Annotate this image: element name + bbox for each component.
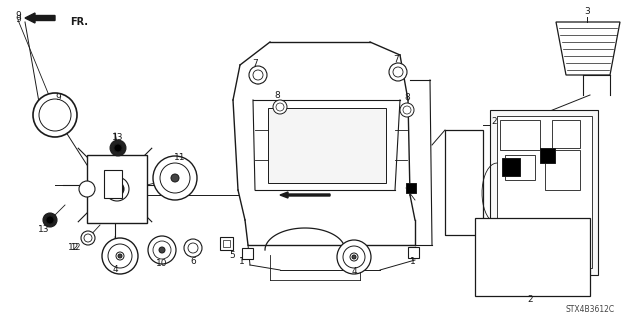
Text: 13: 13 (38, 226, 50, 234)
Text: 1: 1 (239, 257, 245, 266)
Bar (223, 240, 230, 247)
Text: 7: 7 (393, 56, 399, 64)
Text: 6: 6 (190, 257, 196, 266)
Circle shape (33, 93, 77, 137)
Bar (502, 158, 520, 176)
Circle shape (108, 244, 132, 268)
Text: 8: 8 (404, 93, 410, 102)
Circle shape (46, 216, 54, 224)
Circle shape (171, 174, 179, 182)
Text: 4: 4 (351, 268, 357, 277)
Text: 12: 12 (70, 243, 80, 253)
Circle shape (273, 100, 287, 114)
Text: 3: 3 (584, 8, 590, 17)
Circle shape (118, 254, 122, 258)
Circle shape (350, 253, 358, 261)
Circle shape (389, 63, 407, 81)
Text: STX4B3612C: STX4B3612C (565, 306, 614, 315)
Bar (505, 155, 535, 180)
Circle shape (39, 99, 71, 131)
Bar (242, 248, 253, 259)
Circle shape (84, 234, 92, 242)
Text: 4: 4 (112, 265, 118, 275)
Bar (87, 155, 147, 223)
Circle shape (153, 241, 171, 259)
Text: 10: 10 (156, 258, 168, 268)
Circle shape (160, 163, 190, 193)
Circle shape (400, 103, 414, 117)
Text: 12: 12 (68, 243, 80, 253)
Circle shape (148, 236, 176, 264)
Text: 9: 9 (55, 93, 61, 101)
Bar (104, 170, 122, 198)
Circle shape (110, 182, 124, 196)
Circle shape (337, 240, 371, 274)
Bar (545, 150, 580, 190)
Bar (552, 120, 580, 148)
FancyArrow shape (280, 192, 330, 198)
Bar (540, 148, 555, 163)
Text: 5: 5 (229, 250, 235, 259)
Bar (268, 108, 386, 183)
Text: 2: 2 (491, 117, 497, 127)
FancyArrow shape (25, 13, 55, 23)
Circle shape (188, 243, 198, 253)
Text: 9: 9 (15, 16, 21, 25)
Circle shape (159, 247, 165, 253)
Circle shape (403, 106, 411, 114)
Bar (497, 116, 592, 268)
Bar (500, 120, 540, 150)
Circle shape (276, 103, 284, 111)
Circle shape (43, 213, 57, 227)
Circle shape (153, 156, 197, 200)
Circle shape (249, 66, 267, 84)
Bar (490, 110, 598, 275)
Bar (220, 237, 233, 250)
Text: 2: 2 (527, 295, 533, 305)
Bar (445, 130, 483, 235)
Bar (475, 218, 590, 296)
Text: 8: 8 (274, 92, 280, 100)
Text: 7: 7 (252, 58, 258, 68)
Polygon shape (556, 22, 620, 75)
Circle shape (343, 246, 365, 268)
Text: 11: 11 (174, 152, 186, 161)
Bar (406, 183, 416, 193)
Circle shape (105, 177, 129, 201)
Circle shape (184, 239, 202, 257)
Circle shape (393, 67, 403, 77)
Circle shape (102, 238, 138, 274)
Circle shape (114, 144, 122, 152)
Text: FR.: FR. (70, 17, 88, 27)
Circle shape (253, 70, 263, 80)
Circle shape (81, 231, 95, 245)
Circle shape (352, 255, 356, 259)
Bar (408, 247, 419, 258)
Circle shape (79, 181, 95, 197)
Text: 9: 9 (15, 11, 21, 20)
Circle shape (116, 252, 124, 260)
Text: 1: 1 (410, 257, 416, 266)
Text: 13: 13 (112, 132, 124, 142)
Circle shape (110, 140, 126, 156)
